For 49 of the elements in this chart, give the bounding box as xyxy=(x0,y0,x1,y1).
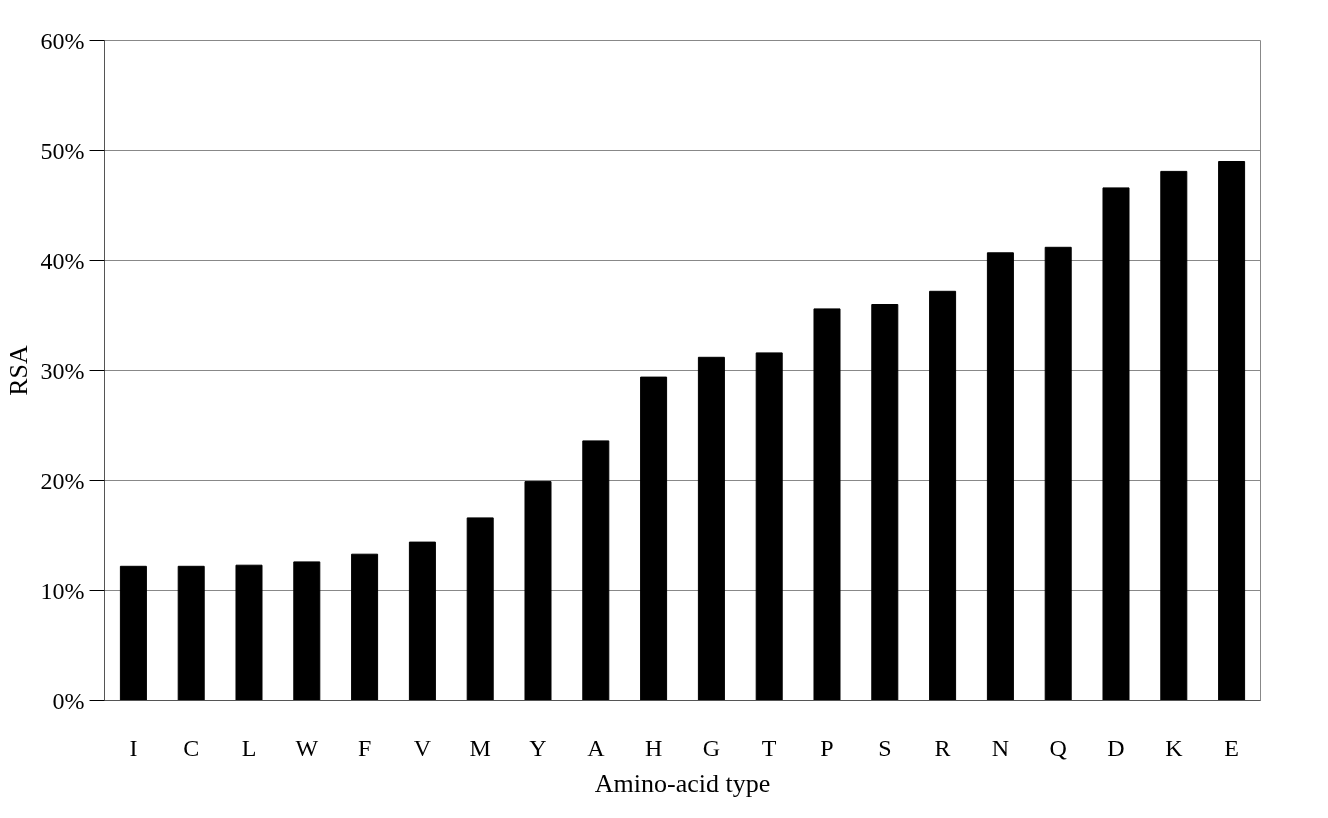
bar xyxy=(293,561,321,701)
bar xyxy=(755,352,783,701)
x-tick-label: Y xyxy=(529,734,547,761)
y-axis-title: RSA xyxy=(3,344,33,396)
bar xyxy=(235,564,263,701)
y-tick-label: 40% xyxy=(40,247,85,274)
y-tick-label: 60% xyxy=(40,27,85,54)
x-tick-label: I xyxy=(129,734,138,761)
y-tick-label: 50% xyxy=(40,137,85,164)
x-tick-label: L xyxy=(241,734,257,761)
bar xyxy=(351,553,379,701)
bar xyxy=(1160,170,1188,701)
bar xyxy=(813,308,841,701)
bar xyxy=(582,440,610,701)
x-tick-label: A xyxy=(587,734,606,761)
bar xyxy=(466,517,494,701)
bar xyxy=(1044,246,1072,701)
bar xyxy=(986,252,1014,701)
x-tick-label: P xyxy=(820,734,834,761)
x-tick-label: W xyxy=(295,734,319,761)
bar xyxy=(177,565,205,701)
x-tick-label: K xyxy=(1165,734,1184,761)
bar xyxy=(524,481,552,701)
x-tick-label: N xyxy=(991,734,1010,761)
x-tick-label: D xyxy=(1107,734,1125,761)
x-tick-label: V xyxy=(413,734,432,761)
bar xyxy=(871,304,899,701)
bar xyxy=(408,541,436,701)
x-tick-label: R xyxy=(934,734,951,761)
bar xyxy=(1102,187,1130,701)
bar xyxy=(697,356,725,701)
x-tick-label: E xyxy=(1224,734,1239,761)
x-tick-label: G xyxy=(702,734,721,761)
x-tick-label: H xyxy=(644,734,663,761)
x-tick-label: S xyxy=(878,734,892,761)
x-tick-label: F xyxy=(357,734,372,761)
x-tick-label: Q xyxy=(1049,734,1067,761)
x-axis-title: Amino-acid type xyxy=(594,768,771,798)
y-tick-label: 20% xyxy=(40,467,85,494)
bar xyxy=(1218,161,1246,701)
y-tick-label: 0% xyxy=(52,687,85,714)
x-tick-label: T xyxy=(761,734,777,761)
x-tick-label: C xyxy=(183,734,200,761)
y-tick-label: 30% xyxy=(40,357,85,384)
y-tick-label: 10% xyxy=(40,577,85,604)
bar xyxy=(119,565,147,701)
bar xyxy=(640,376,668,701)
x-tick-label: M xyxy=(469,734,491,761)
bar xyxy=(929,290,957,701)
